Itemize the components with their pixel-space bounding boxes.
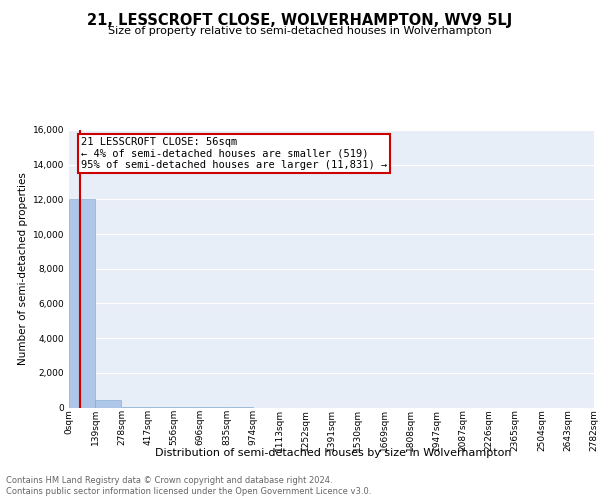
Text: 21, LESSCROFT CLOSE, WOLVERHAMPTON, WV9 5LJ: 21, LESSCROFT CLOSE, WOLVERHAMPTON, WV9 … bbox=[88, 12, 512, 28]
Bar bbox=[69, 200, 95, 408]
Text: Contains public sector information licensed under the Open Government Licence v3: Contains public sector information licen… bbox=[6, 488, 371, 496]
Text: 21 LESSCROFT CLOSE: 56sqm
← 4% of semi-detached houses are smaller (519)
95% of : 21 LESSCROFT CLOSE: 56sqm ← 4% of semi-d… bbox=[81, 137, 388, 170]
Text: Size of property relative to semi-detached houses in Wolverhampton: Size of property relative to semi-detach… bbox=[108, 26, 492, 36]
Text: Contains HM Land Registry data © Crown copyright and database right 2024.: Contains HM Land Registry data © Crown c… bbox=[6, 476, 332, 485]
Bar bbox=[95, 400, 121, 407]
Text: Distribution of semi-detached houses by size in Wolverhampton: Distribution of semi-detached houses by … bbox=[155, 448, 511, 458]
Y-axis label: Number of semi-detached properties: Number of semi-detached properties bbox=[19, 172, 28, 365]
